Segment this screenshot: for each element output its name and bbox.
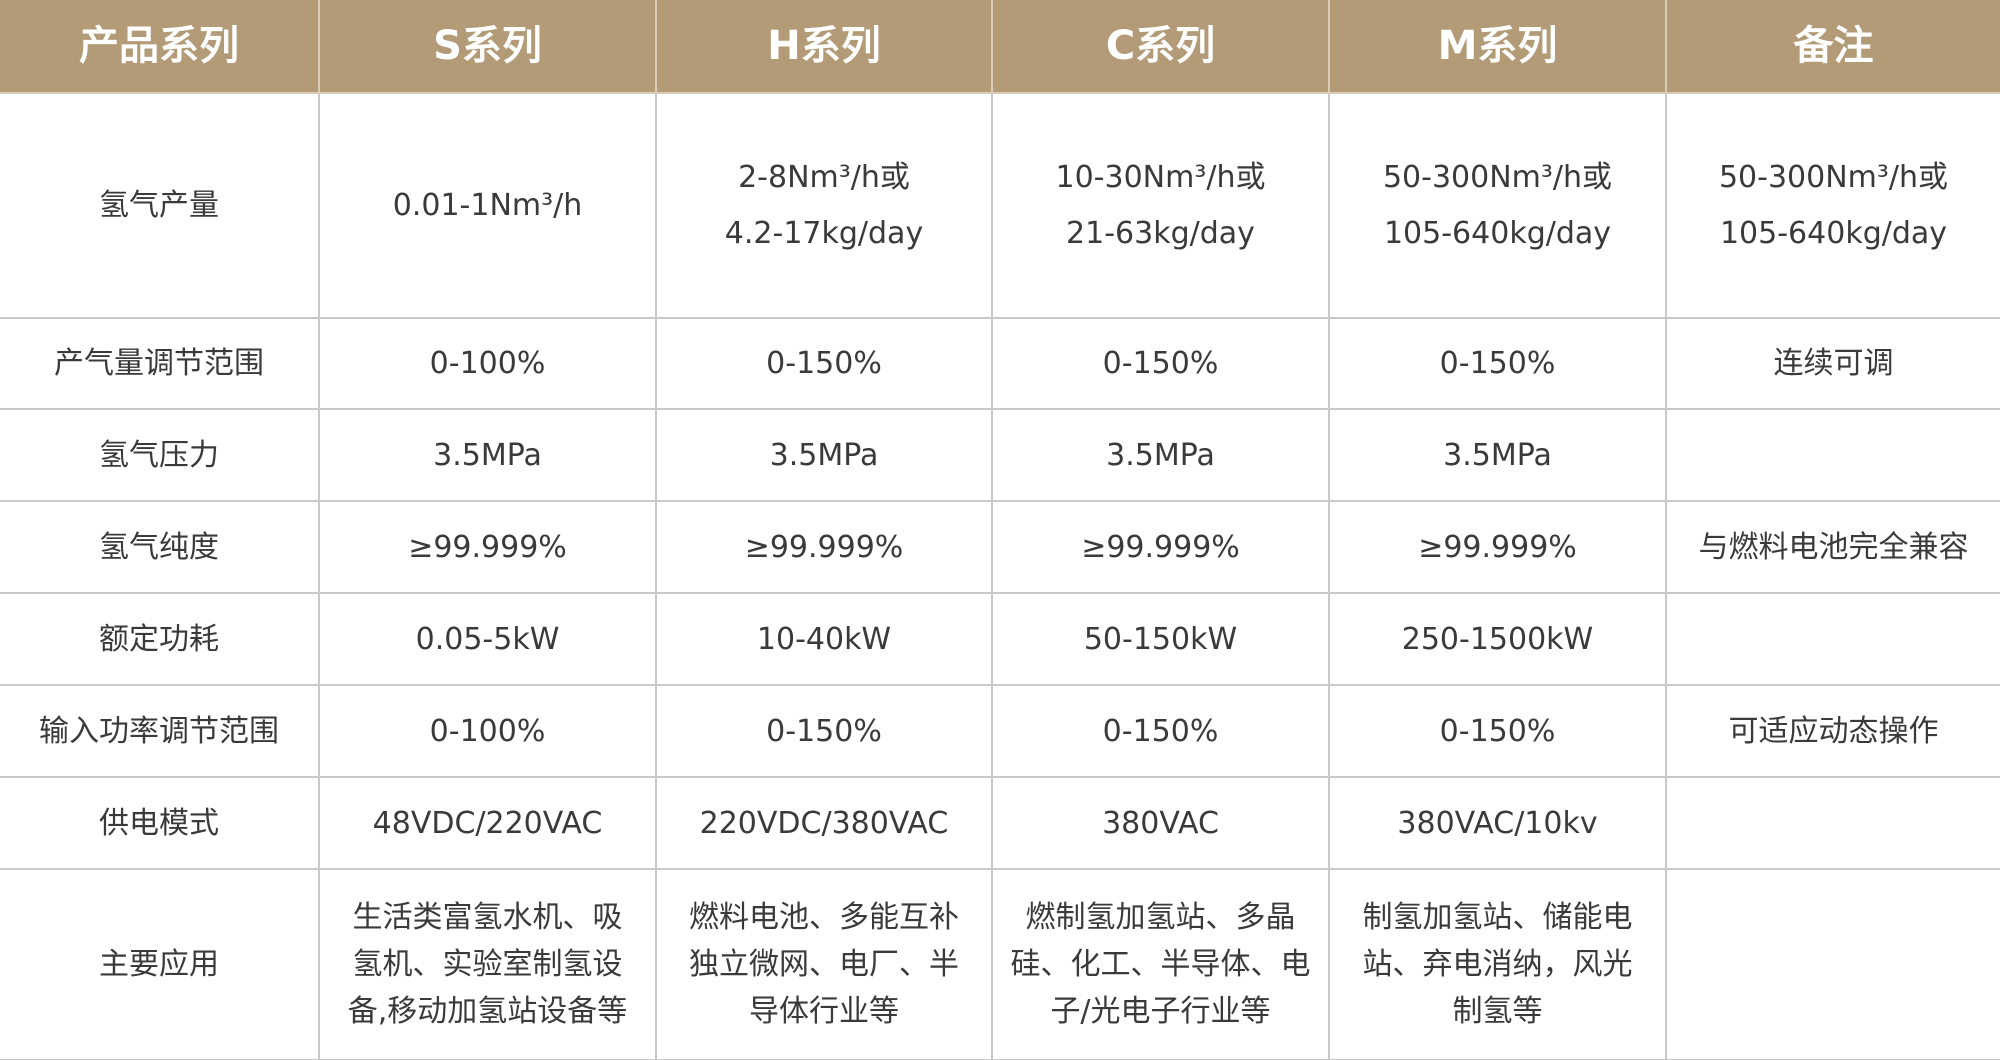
cell: ≥99.999% [655,500,993,594]
header-cell: 产品系列 [0,0,320,94]
cell [1665,592,2000,686]
row-label: 额定功耗 [0,592,320,686]
row-label: 供电模式 [0,776,320,870]
cell: 3.5MPa [318,408,657,502]
table-row: 供电模式 48VDC/220VAC 220VDC/380VAC 380VAC 380VA… [0,776,2000,870]
table-row: 输入功率调节范围 0-100% 0-150% 0-150% 0-150% 可适应动态操作 [0,684,2000,778]
cell-line: 2-8Nm³/h或 [738,159,910,195]
cell: 380VAC [991,776,1330,870]
cell-line: 50-300Nm³/h或 [1382,159,1613,195]
header-cell: M系列 [1328,0,1667,94]
row-label: 氢气产量 [0,92,320,319]
cell: 0-150% [991,684,1330,778]
cell: ≥99.999% [1328,500,1667,594]
header-cell: H系列 [655,0,993,94]
table-row: 产气量调节范围 0-100% 0-150% 0-150% 0-150% 连续可调 [0,317,2000,410]
cell: 生活类富氢水机、吸 氢机、实验室制氢设 备,移动加氢站设备等 [318,868,657,1060]
cell: 可适应动态操作 [1665,684,2000,778]
cell-line: 导体行业等 [749,994,899,1029]
cell-line: 制氢等 [1452,994,1543,1029]
table-row: 氢气产量 0.01-1Nm³/h 2-8Nm³/h或 4.2-17kg/day 10-3… [0,92,2000,319]
cell: 0-150% [991,317,1330,410]
cell: 380VAC/10kv [1328,776,1667,870]
cell-line: 氢机、实验室制氢设 [352,947,623,982]
cell: 50-300Nm³/h或 105-640kg/day [1328,92,1667,319]
cell: 0-100% [318,684,657,778]
header-cell: C系列 [991,0,1330,94]
cell-line: 硅、化工、半导体、电 [1010,947,1311,982]
cell: 250-1500kW [1328,592,1667,686]
cell-line: 4.2-17kg/day [724,215,924,251]
header-cell: 备注 [1665,0,2000,94]
cell-line: 备,移动加氢站设备等 [347,994,628,1029]
cell-line: 站、弃电消纳，风光 [1362,947,1633,982]
cell: 0-150% [655,317,993,410]
cell: 3.5MPa [655,408,993,502]
cell: 0.01-1Nm³/h [318,92,657,319]
cell [1665,868,2000,1060]
cell-line: 21-63kg/day [1066,215,1255,251]
cell: 50-300Nm³/h或 105-640kg/day [1665,92,2000,319]
cell: 连续可调 [1665,317,2000,410]
cell: ≥99.999% [318,500,657,594]
cell-line: 子/光电子行业等 [1050,994,1271,1029]
cell [1665,776,2000,870]
row-label: 氢气压力 [0,408,320,502]
cell: 2-8Nm³/h或 4.2-17kg/day [655,92,993,319]
cell: 3.5MPa [991,408,1330,502]
cell: 燃料电池、多能互补 独立微网、电厂、半 导体行业等 [655,868,993,1060]
cell: 0-150% [655,684,993,778]
cell-line: 105-640kg/day [1383,215,1612,251]
header-row: 产品系列 S系列 H系列 C系列 M系列 备注 [0,0,2000,94]
table-row: 额定功耗 0.05-5kW 10-40kW 50-150kW 250-1500kW [0,592,2000,686]
cell: 48VDC/220VAC [318,776,657,870]
table-row: 氢气纯度 ≥99.999% ≥99.999% ≥99.999% ≥99.999% 与燃料电… [0,500,2000,594]
table-body: 氢气产量 0.01-1Nm³/h 2-8Nm³/h或 4.2-17kg/day 10-3… [0,92,2000,1060]
cell: 10-40kW [655,592,993,686]
cell-line: 105-640kg/day [1719,215,1948,251]
cell-line: 独立微网、电厂、半 [689,947,959,982]
row-label: 主要应用 [0,868,320,1060]
cell: 0-150% [1328,684,1667,778]
cell: 燃制氢加氢站、多晶 硅、化工、半导体、电 子/光电子行业等 [991,868,1330,1060]
cell: 制氢加氢站、储能电 站、弃电消纳，风光 制氢等 [1328,868,1667,1060]
cell-line: 生活类富氢水机、吸 [352,900,623,935]
cell: 220VDC/380VAC [655,776,993,870]
cell: 0-100% [318,317,657,410]
cell: 0-150% [1328,317,1667,410]
cell-line: 50-300Nm³/h或 [1718,159,1949,195]
cell: ≥99.999% [991,500,1330,594]
row-label: 输入功率调节范围 [0,684,320,778]
cell: 50-150kW [991,592,1330,686]
cell: 10-30Nm³/h或 21-63kg/day [991,92,1330,319]
cell-line: 制氢加氢站、储能电 [1362,900,1633,935]
cell-line: 燃料电池、多能互补 [689,900,959,935]
cell: 3.5MPa [1328,408,1667,502]
cell [1665,408,2000,502]
row-label: 产气量调节范围 [0,317,320,410]
table-row: 主要应用 生活类富氢水机、吸 氢机、实验室制氢设 备,移动加氢站设备等 燃料电池、多能互… [0,868,2000,1060]
cell: 与燃料电池完全兼容 [1665,500,2000,594]
cell-line: 燃制氢加氢站、多晶 [1025,900,1296,935]
table-row: 氢气压力 3.5MPa 3.5MPa 3.5MPa 3.5MPa [0,408,2000,502]
header-cell: S系列 [318,0,657,94]
cell: 0.05-5kW [318,592,657,686]
row-label: 氢气纯度 [0,500,320,594]
cell-line: 10-30Nm³/h或 [1055,159,1266,195]
